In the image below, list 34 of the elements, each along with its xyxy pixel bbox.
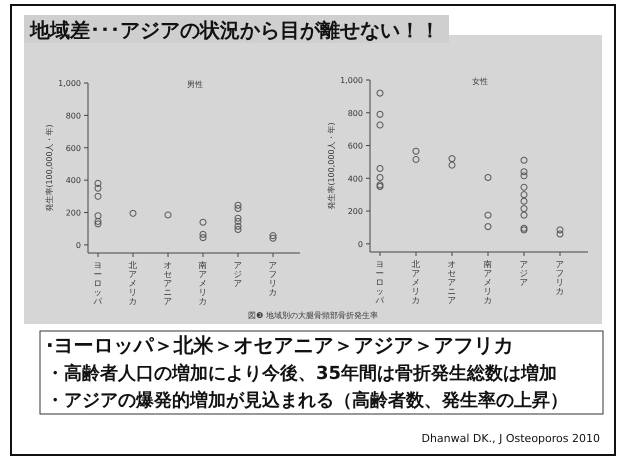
text: ・アジアの爆発的増加が見込まれる（高齢者数、発生率の上昇） (46, 389, 568, 411)
y-tick-label: 200 (66, 208, 81, 218)
x-tick-label: アフリカ (556, 260, 564, 297)
x-tick-label: 南アメリカ (198, 260, 208, 307)
y-tick-label: 800 (66, 111, 81, 120)
x-tick-label: 北アメリカ (412, 259, 420, 306)
text: 図❸ 地域別の大腿骨頸部骨折発生率 (248, 311, 378, 320)
y-tick-label: 0 (76, 240, 81, 250)
y-tick-label: 800 (348, 108, 363, 118)
x-tick-label: 北アメリカ (128, 260, 138, 307)
chart-title: 女性 (472, 77, 488, 86)
y-tick-label: 200 (348, 207, 363, 216)
x-tick-label: アフリカ (268, 261, 278, 298)
chart-title: 男性 (187, 80, 203, 89)
x-tick-label: アジア (234, 261, 242, 289)
y-tick-label: 600 (66, 144, 81, 153)
y-tick-label: 400 (348, 174, 363, 184)
y-axis-title: 発生率(100,000人・年) (45, 124, 54, 212)
x-tick-label: ヨーロッパ (374, 260, 386, 306)
y-tick-label: 1,000 (340, 76, 363, 85)
text: 地域差･･･アジアの状況から目が離せない！！ (29, 18, 440, 42)
text: Dhanwal DK., J Osteoporos 2010 (421, 432, 600, 445)
y-tick-label: 0 (358, 240, 363, 249)
x-tick-label: ヨーロッパ (92, 261, 104, 307)
x-tick-label: オセアニア (164, 261, 172, 307)
y-tick-label: 600 (348, 142, 363, 151)
x-tick-label: 南アメリカ (484, 259, 492, 306)
x-tick-label: オセアニア (448, 260, 456, 306)
text: ・高齢者人口の増加により今後、35年間は骨折発生総数は増加 (46, 362, 558, 384)
text: ·ヨーロッパ＞北米＞オセアニア＞アジア＞アフリカ (46, 333, 514, 357)
y-tick-label: 1,000 (58, 79, 81, 88)
y-tick-label: 400 (66, 176, 81, 186)
x-tick-label: アジア (520, 260, 528, 288)
y-axis-title: 発生率(100,000人・年) (327, 122, 336, 210)
